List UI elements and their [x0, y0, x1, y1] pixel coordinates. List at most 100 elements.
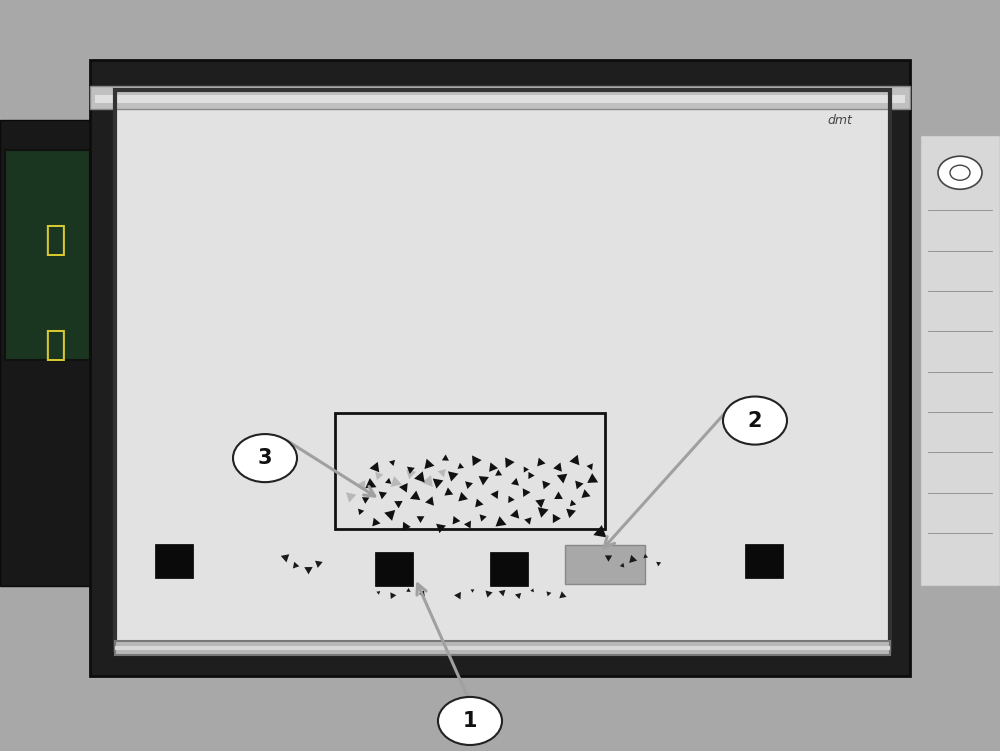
Point: [342, 490, 358, 502]
Point: [429, 476, 445, 488]
Point: [420, 475, 436, 487]
Point: [450, 589, 466, 601]
Point: [380, 475, 396, 487]
Point: [407, 490, 423, 502]
Circle shape: [938, 156, 982, 189]
Point: [277, 551, 293, 563]
Point: [400, 584, 416, 596]
Point: [494, 586, 510, 598]
Point: [510, 589, 526, 601]
FancyArrowPatch shape: [287, 441, 375, 496]
Bar: [490, 552, 528, 586]
Point: [412, 512, 428, 524]
Bar: [90, 60, 910, 676]
Point: [452, 460, 468, 472]
Point: [564, 497, 580, 509]
Point: [412, 471, 428, 483]
Point: [480, 587, 496, 599]
Text: 1: 1: [463, 711, 477, 731]
Point: [454, 491, 470, 503]
Point: [384, 456, 400, 468]
Bar: [335, 413, 605, 529]
Point: [532, 496, 548, 508]
Point: [464, 584, 480, 596]
Point: [460, 478, 476, 490]
Point: [352, 505, 368, 517]
Point: [524, 584, 540, 596]
Point: [490, 467, 506, 479]
Point: [534, 505, 550, 517]
Point: [507, 508, 523, 520]
Bar: [155, 544, 193, 578]
Point: [517, 486, 533, 498]
Point: [370, 586, 386, 598]
Point: [432, 521, 448, 533]
Point: [554, 589, 570, 601]
Bar: [565, 545, 645, 584]
Point: [475, 473, 491, 485]
Point: [387, 476, 403, 488]
Bar: [375, 552, 413, 586]
Point: [357, 493, 373, 505]
Point: [354, 478, 370, 490]
Point: [567, 454, 583, 466]
Point: [577, 488, 593, 500]
Point: [420, 458, 436, 470]
Point: [550, 490, 566, 502]
Point: [537, 478, 553, 490]
Point: [624, 553, 640, 566]
Bar: [0, 120, 95, 586]
Circle shape: [438, 697, 502, 745]
Point: [467, 454, 483, 466]
Point: [517, 463, 533, 475]
Point: [422, 495, 438, 507]
Bar: [920, 135, 1000, 586]
Point: [562, 506, 578, 518]
Point: [650, 557, 666, 569]
Point: [484, 461, 500, 473]
Point: [502, 493, 518, 505]
Circle shape: [233, 434, 297, 482]
Point: [522, 469, 538, 481]
Text: 2: 2: [748, 411, 762, 430]
Point: [550, 461, 566, 473]
Point: [434, 466, 450, 478]
Bar: [115, 90, 890, 650]
Point: [570, 478, 586, 490]
Point: [470, 497, 486, 509]
Point: [532, 456, 548, 468]
Bar: [115, 641, 890, 655]
Text: 践: 践: [44, 223, 66, 258]
Point: [384, 589, 400, 601]
Point: [492, 516, 508, 528]
Text: dmt: dmt: [828, 113, 852, 127]
FancyArrowPatch shape: [604, 404, 733, 547]
Bar: [115, 646, 890, 650]
Bar: [5, 150, 90, 360]
Point: [474, 511, 490, 523]
Circle shape: [723, 397, 787, 445]
Point: [460, 518, 476, 530]
Point: [447, 514, 463, 526]
Point: [287, 559, 303, 571]
Point: [584, 473, 600, 485]
Point: [554, 471, 570, 483]
Point: [396, 481, 412, 493]
FancyArrowPatch shape: [417, 584, 469, 700]
Point: [440, 486, 456, 498]
Point: [547, 512, 563, 524]
Point: [310, 557, 326, 569]
Bar: [745, 544, 783, 578]
Point: [362, 478, 378, 490]
Point: [300, 563, 316, 575]
Text: 3: 3: [258, 448, 272, 468]
Point: [437, 452, 453, 464]
Point: [367, 516, 383, 528]
Point: [397, 520, 413, 532]
Point: [592, 526, 608, 538]
Point: [402, 467, 418, 479]
Bar: [95, 95, 905, 103]
Point: [382, 508, 398, 520]
Point: [370, 469, 386, 481]
Point: [582, 460, 598, 472]
